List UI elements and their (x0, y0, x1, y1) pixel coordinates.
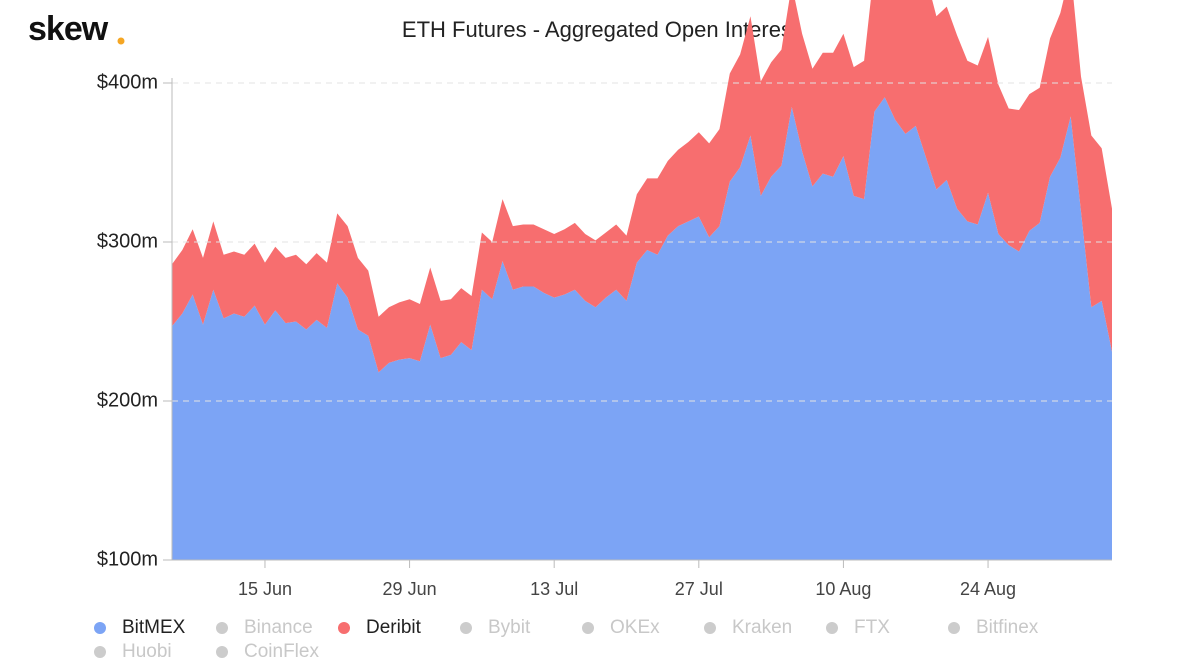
legend-label[interactable]: OKEx (610, 617, 660, 638)
legend-marker (460, 622, 472, 634)
y-tick-label: $100m (97, 548, 158, 570)
legend-label[interactable]: Binance (244, 617, 313, 638)
chart-title: ETH Futures - Aggregated Open Interest (402, 17, 798, 42)
x-tick-label: 24 Aug (960, 579, 1016, 599)
legend-label[interactable]: Bybit (488, 617, 531, 638)
legend-marker (216, 622, 228, 634)
brand-logo: skew (28, 10, 109, 48)
legend-label[interactable]: Kraken (732, 617, 792, 638)
y-tick-label: $300m (97, 230, 158, 252)
legend-marker (704, 622, 716, 634)
legend-marker (338, 622, 350, 634)
x-tick-label: 13 Jul (530, 579, 578, 599)
x-tick-label: 29 Jun (383, 579, 437, 599)
legend-marker (826, 622, 838, 634)
y-tick-label: $200m (97, 389, 158, 411)
legend-label[interactable]: Bitfinex (976, 617, 1039, 638)
area (172, 97, 1112, 560)
legend-label[interactable]: BitMEX (122, 617, 186, 638)
x-tick-label: 15 Jun (238, 579, 292, 599)
x-tick-label: 10 Aug (815, 579, 871, 599)
area (172, 0, 1112, 373)
y-tick-label: $400m (97, 71, 158, 93)
legend-marker (216, 646, 228, 658)
x-tick-label: 27 Jul (675, 579, 723, 599)
brand-dot (117, 37, 125, 45)
legend-marker (94, 646, 106, 658)
legend-label[interactable]: Huobi (122, 641, 172, 662)
legend-label[interactable]: FTX (854, 617, 890, 638)
legend-label[interactable]: CoinFlex (244, 641, 319, 662)
legend-marker (94, 622, 106, 634)
legend-marker (948, 622, 960, 634)
legend-label[interactable]: Deribit (366, 617, 422, 638)
legend-marker (582, 622, 594, 634)
